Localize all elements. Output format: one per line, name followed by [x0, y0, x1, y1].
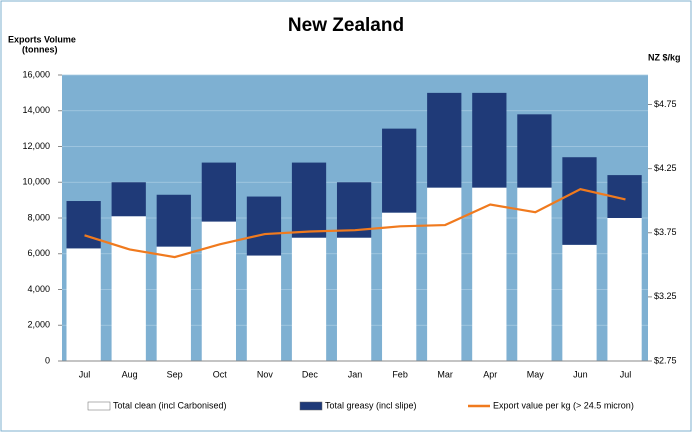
legend-swatch — [87, 401, 111, 411]
bar — [156, 194, 191, 247]
y-axis-label: Exports Volume — [8, 34, 76, 44]
bar — [111, 216, 146, 361]
y-tick-label: 6,000 — [27, 248, 50, 258]
x-tick-label: Sep — [167, 369, 183, 379]
y-tick-label: 10,000 — [22, 177, 50, 187]
y2-tick-label: $4.25 — [654, 163, 677, 173]
y2-tick-label: $2.75 — [654, 355, 677, 365]
line — [84, 187, 626, 259]
y-tick-label: 8,000 — [27, 212, 50, 222]
x-tick-label: Nov — [257, 369, 274, 379]
bar — [562, 244, 597, 361]
bar — [201, 162, 236, 222]
x-tick-label: Dec — [302, 369, 319, 379]
x-tick-label: Jul — [79, 369, 91, 379]
x-tick-label: Jan — [348, 369, 363, 379]
y-tick-label: 2,000 — [27, 320, 50, 330]
bar — [336, 237, 372, 361]
x-tick-label: Aug — [122, 369, 138, 379]
chart-title: New Zealand — [288, 15, 404, 36]
bar — [382, 128, 417, 213]
bar — [246, 255, 282, 361]
bar — [562, 157, 597, 245]
legend-swatch — [299, 401, 323, 411]
bar — [66, 201, 101, 249]
legend-label: Total greasy (incl slipe) — [325, 400, 417, 410]
bar — [472, 92, 507, 188]
y2-tick-label: $3.25 — [654, 291, 677, 301]
y2-tick-label: $4.75 — [654, 99, 677, 109]
y-tick-label: 16,000 — [22, 69, 50, 79]
bar — [156, 246, 191, 361]
bar — [427, 92, 462, 188]
x-tick-label: Jul — [620, 369, 632, 379]
bar — [111, 182, 146, 217]
y-tick-label: 14,000 — [22, 105, 50, 115]
bar — [246, 196, 282, 256]
bar — [427, 187, 462, 361]
legend-label: Total clean (incl Carbonised) — [113, 400, 227, 410]
bar — [517, 187, 552, 361]
bar — [472, 187, 507, 361]
y2-axis-label: NZ $/kg — [648, 52, 681, 62]
x-tick-label: Oct — [213, 369, 228, 379]
x-tick-label: Jun — [573, 369, 588, 379]
legend-label: Export value per kg (> 24.5 micron) — [493, 400, 634, 410]
y2-tick-label: $3.75 — [654, 227, 677, 237]
x-tick-label: Mar — [437, 369, 453, 379]
bar — [291, 162, 327, 238]
bar — [66, 248, 101, 361]
x-tick-label: May — [527, 369, 545, 379]
x-tick-label: Apr — [483, 369, 497, 379]
bar — [607, 218, 642, 361]
bar — [291, 237, 327, 361]
y-axis-label: (tonnes) — [22, 44, 58, 54]
x-tick-label: Feb — [392, 369, 408, 379]
y-tick-label: 4,000 — [27, 284, 50, 294]
bar — [382, 212, 417, 361]
y-tick-label: 12,000 — [22, 141, 50, 151]
y-tick-label: 0 — [45, 355, 50, 365]
bar — [517, 114, 552, 188]
